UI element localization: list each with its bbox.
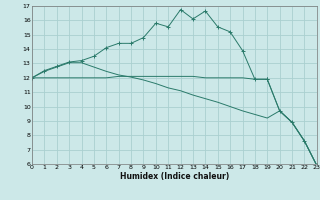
X-axis label: Humidex (Indice chaleur): Humidex (Indice chaleur) bbox=[120, 172, 229, 181]
